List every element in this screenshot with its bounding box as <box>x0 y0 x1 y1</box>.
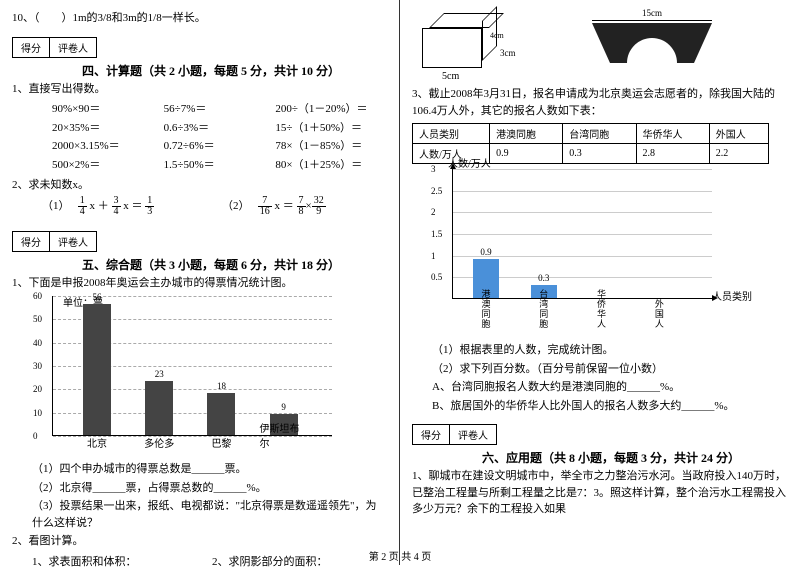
chart-xtitle: 人员类别 <box>712 288 752 303</box>
table-cell: 0.9 <box>490 144 563 164</box>
table-header: 台湾同胞 <box>563 124 636 144</box>
q3-sub: （1）根据表里的人数，完成统计图。 <box>432 342 788 359</box>
section-6-title: 六、应用题（共 8 小题，每题 3 分，共计 24 分） <box>482 449 788 466</box>
score-label: 得分 <box>13 38 50 57</box>
table-header: 港澳同胞 <box>490 124 563 144</box>
grader-label: 评卷人 <box>450 425 496 444</box>
calc-cell: 200÷（1－20%）＝ <box>275 101 387 118</box>
arch-figure <box>592 23 712 73</box>
score-box: 得分 评卷人 <box>12 37 97 58</box>
calc-cell: 78×（1－85%）＝ <box>275 138 387 155</box>
q5-1-sub: （3）投票结果一出来，报纸、电视都说："北京得票是数遥遥领先"，为什么这样说？ <box>32 498 387 531</box>
score-box: 得分 评卷人 <box>12 231 97 252</box>
calc-cell: 80×（1＋25%）＝ <box>275 157 387 174</box>
score-label: 得分 <box>413 425 450 444</box>
score-label: 得分 <box>13 232 50 251</box>
calc-cell: 0.72÷6%＝ <box>164 138 276 155</box>
calc-cell: 90%×90＝ <box>52 101 164 118</box>
calc-cell: 2000×3.15%＝ <box>52 138 164 155</box>
q3: 3、截止2008年3月31日，报名申请成为北京奥运会志愿者的，除我国大陆的106… <box>412 86 788 119</box>
table-header: 人员类别 <box>413 124 490 144</box>
calc-cell: 0.6÷3%＝ <box>164 120 276 137</box>
table-header: 华侨华人 <box>636 124 709 144</box>
grader-label: 评卷人 <box>50 232 96 251</box>
q3-sub: B、旅居国外的华侨华人比外国人的报名人数多大约______%。 <box>432 398 788 415</box>
calc-cell: 56÷7%＝ <box>164 101 276 118</box>
cube-depth: 4cm <box>490 31 504 40</box>
grader-label: 评卷人 <box>50 38 96 57</box>
q5-1: 1、下面是申报2008年奥运会主办城市的得票情况统计图。 <box>12 275 387 292</box>
q3-sub: A、台湾同胞报名人数大约是港澳同胞的______%。 <box>432 379 788 396</box>
section-4-title: 四、计算题（共 2 小题，每题 5 分，共计 10 分） <box>82 62 387 79</box>
q5-1-sub: （2）北京得______票，占得票总数的______%。 <box>32 480 387 497</box>
arch-width: 15cm <box>592 8 712 18</box>
unknown-intro: 2、求未知数x。 <box>12 177 387 194</box>
calc-cell: 500×2%＝ <box>52 157 164 174</box>
q5-2-sub: 1、求表面积和体积： <box>32 554 192 571</box>
table-cell: 0.3 <box>563 144 636 164</box>
table-cell: 2.2 <box>709 144 768 164</box>
q6-1: 1、聊城市在建设文明城市中，举全市之力整治污水河。当政府投入140万时，已整治工… <box>412 468 788 518</box>
calc-cell: 1.5÷50%＝ <box>164 157 276 174</box>
cube-width: 5cm <box>442 71 459 82</box>
calc-intro: 1、直接写出得数。 <box>12 81 387 98</box>
vote-chart: 单位：票 010203040506056北京23多伦多18巴黎9伊斯坦布尔 <box>52 296 332 436</box>
cube-figure: 4cm 3cm 5cm <box>422 13 512 73</box>
question-10: 10、（ ）1m的3/8和3m的1/8一样长。 <box>12 10 387 27</box>
equation-2: （2） 716 x ＝ 78×329 <box>222 196 326 217</box>
eq-label: （2） <box>222 200 255 212</box>
equation-1: （1） 14 x ＋ 34 x ＝ 13 <box>42 196 222 217</box>
volunteer-chart: 人数/万人 人员类别 0.511.522.530.9港澳同胞0.3台湾同胞华侨华… <box>452 169 712 299</box>
q5-1-sub: （1）四个申办城市的得票总数是______票。 <box>32 461 387 478</box>
q3-sub: （2）求下列百分数。（百分号前保留一位小数） <box>432 361 788 378</box>
score-box: 得分 评卷人 <box>412 424 497 445</box>
calc-cell: 15÷（1＋50%）＝ <box>275 120 387 137</box>
table-cell: 2.8 <box>636 144 709 164</box>
page-footer: 第 2 页 共 4 页 <box>369 548 432 563</box>
section-5-title: 五、综合题（共 3 小题，每题 6 分，共计 18 分） <box>82 256 387 273</box>
q5-2: 2、看图计算。 <box>12 533 387 550</box>
q5-2-sub: 2、求阴影部分的面积： <box>212 554 328 571</box>
calc-grid: 90%×90＝ 20×35%＝ 2000×3.15%＝ 500×2%＝ 56÷7… <box>52 99 387 175</box>
eq-label: （1） <box>42 200 75 212</box>
calc-cell: 20×35%＝ <box>52 120 164 137</box>
table-header: 外国人 <box>709 124 768 144</box>
cube-height: 3cm <box>500 48 516 58</box>
